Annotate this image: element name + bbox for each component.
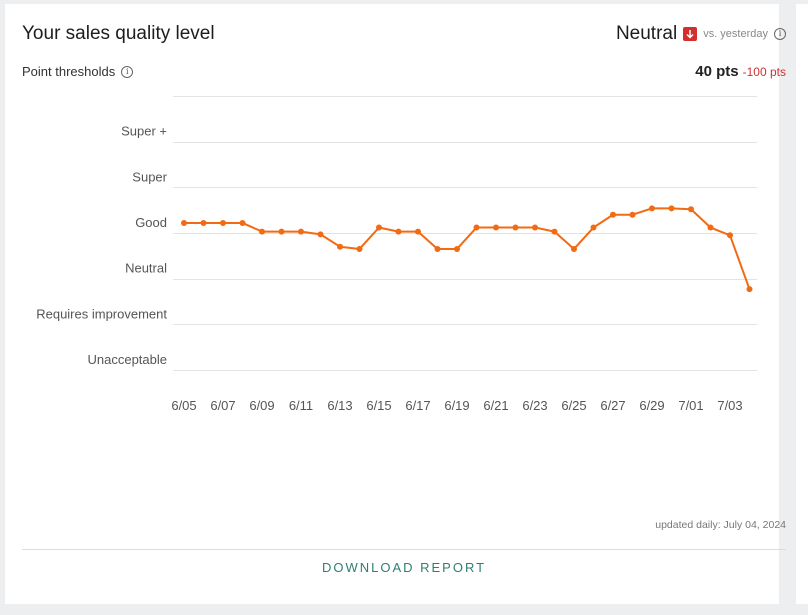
- x-tick-label: 6/11: [289, 398, 313, 413]
- data-point: [434, 245, 441, 252]
- updated-note: updated daily: July 04, 2024: [655, 519, 786, 531]
- x-tick-label: 6/07: [210, 398, 235, 413]
- points-delta: -100 pts: [742, 65, 786, 79]
- data-point: [337, 243, 343, 250]
- data-point: [727, 232, 733, 239]
- x-tick-label: 6/17: [405, 398, 430, 413]
- x-tick-label: 6/23: [522, 398, 547, 413]
- y-level-label: Good: [135, 215, 167, 230]
- x-tick-label: 6/21: [483, 398, 508, 413]
- data-point: [473, 224, 480, 231]
- data-point: [649, 205, 655, 212]
- x-tick-label: 6/19: [444, 398, 469, 413]
- point-thresholds: Point thresholds i: [22, 64, 134, 79]
- data-point: [512, 224, 519, 231]
- adjacent-card-edge: [796, 4, 808, 604]
- thresholds-label: Point thresholds: [22, 64, 116, 79]
- divider: [22, 549, 786, 550]
- data-point: [668, 205, 675, 212]
- data-point: [181, 219, 187, 226]
- data-point: [532, 224, 538, 231]
- data-point: [259, 228, 265, 235]
- info-icon[interactable]: i: [774, 28, 786, 40]
- comparison-label: vs. yesterday: [703, 28, 768, 40]
- y-level-label: Neutral: [125, 261, 167, 276]
- data-point: [629, 211, 636, 218]
- y-level-label: Requires improvement: [36, 306, 167, 321]
- data-point: [551, 228, 558, 235]
- data-point: [356, 245, 363, 252]
- data-point: [239, 219, 246, 226]
- data-point: [571, 245, 577, 252]
- x-tick-label: 6/13: [327, 398, 352, 413]
- data-point: [454, 245, 460, 252]
- data-point: [278, 228, 285, 235]
- data-point: [376, 224, 382, 231]
- x-tick-label: 7/01: [678, 398, 703, 413]
- y-level-label: Super +: [121, 124, 167, 139]
- data-point: [493, 224, 499, 231]
- data-point: [298, 228, 304, 235]
- y-level-label: Unacceptable: [88, 352, 168, 367]
- data-point: [707, 224, 714, 231]
- points-summary: 40 pts -100 pts: [695, 63, 786, 80]
- x-tick-label: 6/25: [561, 398, 586, 413]
- data-point: [220, 219, 226, 226]
- arrow-down-icon: [683, 27, 698, 41]
- x-tick-label: 6/27: [600, 398, 625, 413]
- data-point: [317, 231, 324, 238]
- x-tick-label: 6/05: [171, 398, 196, 413]
- data-point: [590, 224, 597, 231]
- card-title: Your sales quality level: [22, 23, 215, 44]
- data-point: [746, 286, 753, 293]
- x-tick-label: 6/09: [249, 398, 274, 413]
- status-indicator: Neutral vs. yesterday i: [616, 23, 786, 45]
- data-point: [415, 228, 421, 235]
- download-report-button[interactable]: DOWNLOAD REPORT: [321, 560, 487, 575]
- data-point: [395, 228, 402, 235]
- series-line: [184, 207, 751, 290]
- data-point: [688, 206, 694, 213]
- y-level-label: Super: [132, 169, 167, 184]
- data-point: [610, 211, 616, 218]
- points-value: 40 pts: [695, 63, 739, 80]
- status-label: Neutral: [615, 23, 678, 44]
- x-tick-label: 6/15: [366, 398, 391, 413]
- info-icon[interactable]: i: [121, 65, 134, 78]
- sales-quality-card: [5, 4, 779, 604]
- x-tick-label: 6/29: [639, 398, 664, 413]
- data-point: [200, 219, 207, 226]
- x-tick-label: 7/03: [717, 398, 742, 413]
